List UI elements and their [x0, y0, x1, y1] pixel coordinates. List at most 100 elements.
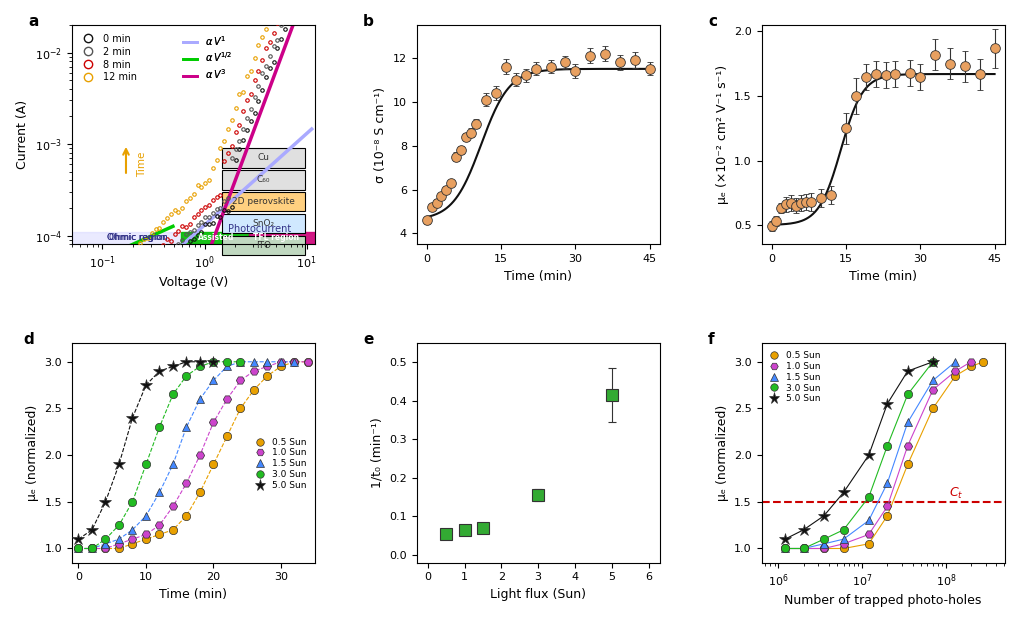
Text: c: c	[708, 14, 718, 29]
1.0 Sun	[965, 358, 977, 366]
3.0 Sun	[86, 545, 98, 552]
1.0 Sun	[154, 521, 166, 529]
0.5 Sun	[977, 358, 989, 366]
X-axis label: Number of trapped photo-holes: Number of trapped photo-holes	[784, 594, 982, 608]
1.5 Sun	[207, 377, 219, 384]
3.0 Sun	[154, 423, 166, 431]
0.5 Sun	[863, 540, 875, 548]
5.0 Sun	[207, 358, 219, 366]
Text: 2D perovskite: 2D perovskite	[233, 197, 295, 206]
1.5 Sun	[220, 362, 233, 370]
Line: 0.5 Sun: 0.5 Sun	[781, 357, 987, 552]
5.0 Sun	[167, 362, 179, 370]
3.0 Sun	[902, 391, 914, 398]
Bar	[249, 232, 315, 244]
1.5 Sun	[139, 512, 152, 519]
1.5 Sun	[818, 540, 830, 548]
1.0 Sun	[207, 419, 219, 426]
1.0 Sun	[863, 531, 875, 538]
0.5 Sun	[180, 512, 193, 519]
1.0 Sun	[235, 377, 247, 384]
5.0 Sun	[154, 368, 166, 375]
5.0 Sun	[180, 358, 193, 366]
1.5 Sun	[99, 540, 112, 548]
0.5 Sun	[275, 362, 287, 370]
3.0 Sun	[139, 461, 152, 468]
Text: TFL region: TFL region	[253, 232, 299, 242]
1.0 Sun	[779, 545, 791, 552]
5.0 Sun	[73, 536, 85, 543]
Line: 1.5 Sun: 1.5 Sun	[781, 357, 959, 552]
Bar	[72, 232, 181, 244]
Text: b: b	[363, 14, 374, 29]
FancyBboxPatch shape	[222, 236, 305, 256]
1.0 Sun	[837, 540, 850, 548]
1.5 Sun	[248, 358, 260, 366]
Legend: $\alpha\,V^1$, $\alpha\,V^{1/2}$, $\alpha\,V^3$: $\alpha\,V^1$, $\alpha\,V^{1/2}$, $\alph…	[178, 30, 236, 85]
5.0 Sun	[818, 512, 830, 519]
0.5 Sun	[288, 358, 300, 366]
3.0 Sun	[113, 521, 125, 529]
3.0 Sun	[818, 536, 830, 543]
5.0 Sun	[113, 461, 125, 468]
1.5 Sun	[797, 545, 810, 552]
3.0 Sun	[882, 442, 894, 449]
0.5 Sun	[779, 545, 791, 552]
3.0 Sun	[207, 358, 219, 366]
Line: 3.0 Sun: 3.0 Sun	[781, 357, 937, 552]
Line: 3.0 Sun: 3.0 Sun	[75, 357, 245, 552]
5.0 Sun	[126, 414, 138, 421]
0.5 Sun	[235, 405, 247, 412]
1.5 Sun	[837, 536, 850, 543]
1.0 Sun	[167, 503, 179, 510]
Text: $C_t$: $C_t$	[949, 486, 964, 501]
1.0 Sun	[73, 545, 85, 552]
Legend: 0.5 Sun, 1.0 Sun, 1.5 Sun, 3.0 Sun, 5.0 Sun: 0.5 Sun, 1.0 Sun, 1.5 Sun, 3.0 Sun, 5.0 …	[766, 348, 824, 407]
1.5 Sun	[779, 545, 791, 552]
5.0 Sun	[139, 381, 152, 389]
Line: 1.5 Sun: 1.5 Sun	[75, 357, 298, 552]
1.0 Sun	[301, 358, 314, 366]
1.5 Sun	[73, 545, 85, 552]
1.0 Sun	[194, 451, 206, 459]
1.5 Sun	[86, 545, 98, 552]
5.0 Sun	[99, 498, 112, 506]
1.5 Sun	[154, 489, 166, 496]
1.5 Sun	[949, 358, 961, 366]
Y-axis label: μₑ (normalized): μₑ (normalized)	[715, 404, 729, 501]
1.5 Sun	[902, 419, 914, 426]
Line: 5.0 Sun: 5.0 Sun	[779, 356, 939, 546]
0.5 Sun	[818, 545, 830, 552]
1.0 Sun	[949, 368, 961, 375]
Text: f: f	[708, 332, 714, 347]
Text: Cu: Cu	[257, 153, 270, 162]
Y-axis label: σ (10⁻⁸ S cm⁻¹): σ (10⁻⁸ S cm⁻¹)	[374, 87, 387, 182]
1.0 Sun	[261, 362, 274, 370]
1.0 Sun	[180, 479, 193, 487]
Text: Assisted: Assisted	[198, 232, 235, 242]
0.5 Sun	[139, 536, 152, 543]
Text: SnO₂: SnO₂	[252, 219, 275, 228]
1.5 Sun	[863, 517, 875, 524]
FancyBboxPatch shape	[222, 192, 305, 211]
5.0 Sun	[837, 489, 850, 496]
Bar	[181, 232, 249, 244]
0.5 Sun	[73, 545, 85, 552]
1.5 Sun	[167, 461, 179, 468]
Text: Ohmic region: Ohmic region	[109, 232, 166, 242]
0.5 Sun	[154, 531, 166, 538]
3.0 Sun	[797, 545, 810, 552]
3.0 Sun	[180, 372, 193, 379]
1.5 Sun	[126, 526, 138, 534]
1.0 Sun	[86, 545, 98, 552]
Y-axis label: 1/t₀ (min⁻¹): 1/t₀ (min⁻¹)	[371, 418, 383, 488]
5.0 Sun	[863, 451, 875, 459]
1.5 Sun	[113, 536, 125, 543]
Y-axis label: μₑ (×10⁻² cm² V⁻¹ s⁻¹): μₑ (×10⁻² cm² V⁻¹ s⁻¹)	[715, 65, 729, 204]
1.5 Sun	[882, 479, 894, 487]
FancyBboxPatch shape	[222, 148, 305, 168]
3.0 Sun	[927, 358, 939, 366]
5.0 Sun	[86, 526, 98, 534]
Text: Photocurrent: Photocurrent	[229, 224, 292, 234]
X-axis label: Time (min): Time (min)	[504, 269, 572, 282]
